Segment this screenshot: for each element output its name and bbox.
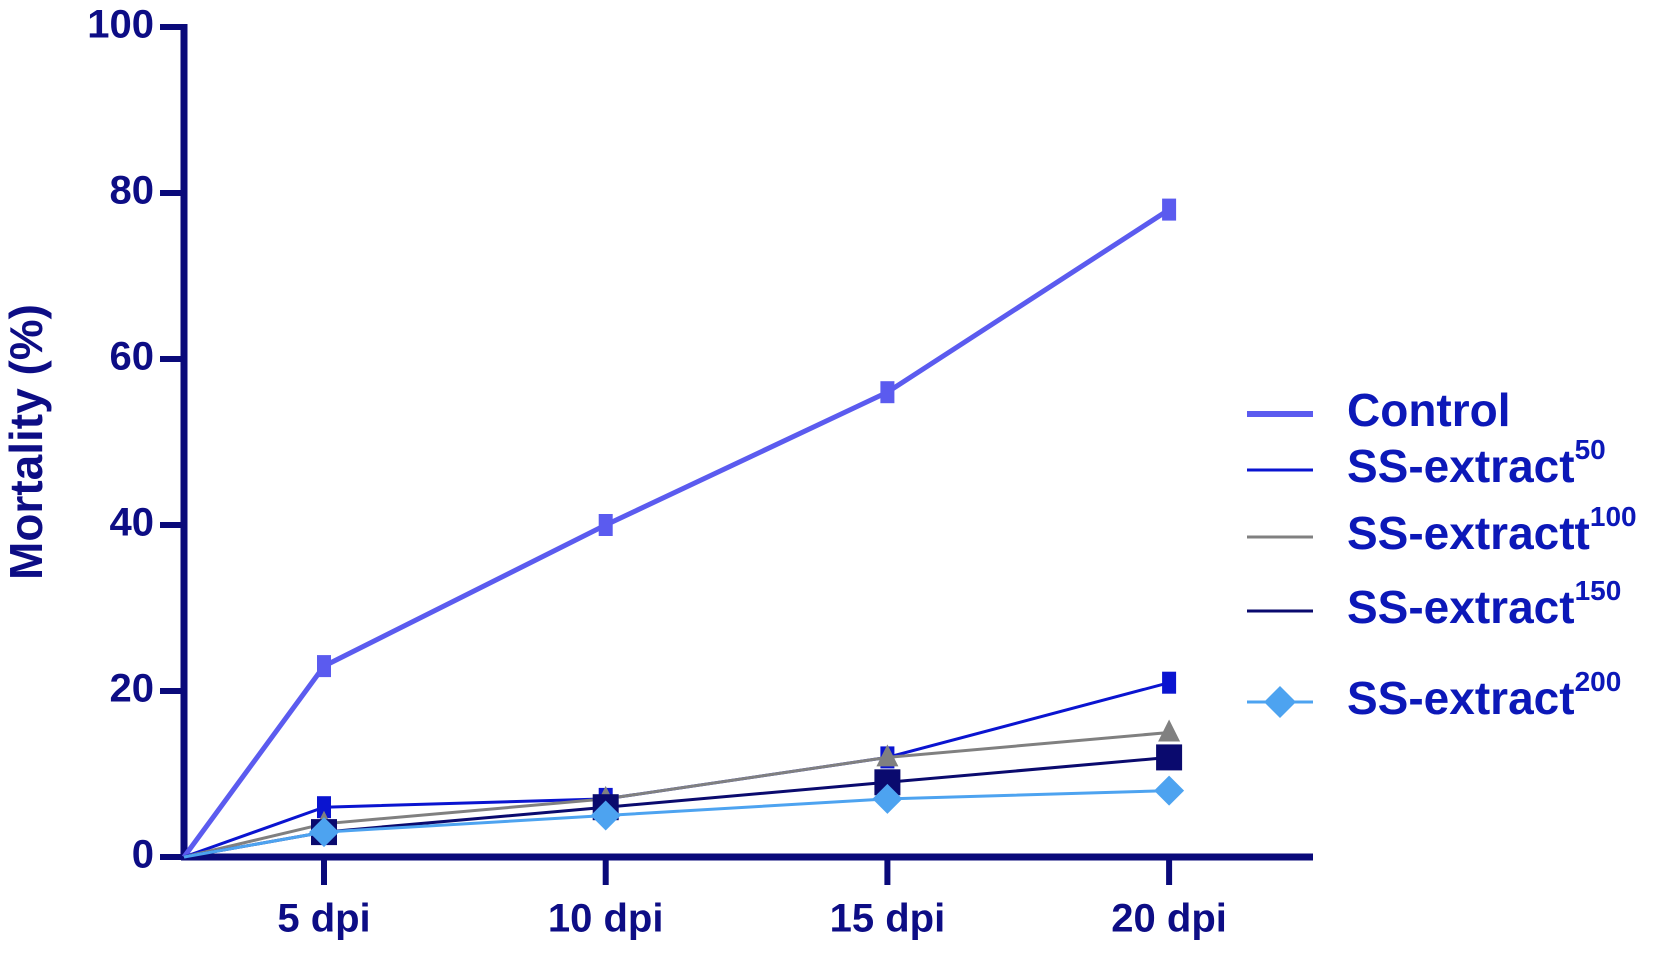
y-tick-label: 20 xyxy=(110,667,155,711)
marker xyxy=(598,514,613,536)
legend-superscript: 50 xyxy=(1575,434,1606,465)
legend-name: SS-extract xyxy=(1347,581,1575,633)
marker xyxy=(1162,198,1177,221)
legend-label: SS-extract50 xyxy=(1347,434,1606,492)
marker xyxy=(317,796,331,819)
marker xyxy=(309,817,339,848)
legend-name: SS-extract xyxy=(1347,440,1575,492)
legend-superscript: 100 xyxy=(1590,501,1637,532)
marker xyxy=(876,744,899,767)
legend-superscript: 200 xyxy=(1575,666,1622,697)
marker xyxy=(1156,744,1183,771)
legend-superscript: 150 xyxy=(1575,575,1622,606)
y-tick-label: 60 xyxy=(110,335,155,379)
marker xyxy=(1162,671,1177,694)
marker xyxy=(1154,775,1185,806)
x-tick-label: 20 dpi xyxy=(1111,897,1227,941)
legend-label: SS-extract200 xyxy=(1347,666,1621,724)
y-tick-label: 40 xyxy=(110,501,155,545)
x-tick-label: 5 dpi xyxy=(277,897,370,941)
marker xyxy=(880,381,895,404)
marker xyxy=(590,800,621,831)
legend-marker xyxy=(1264,686,1296,718)
legend-label: SS-extractt100 xyxy=(1347,501,1637,559)
legend-name: SS-extract xyxy=(1347,672,1575,724)
y-axis-label: Mortality (%) xyxy=(0,304,52,580)
y-tick-label: 100 xyxy=(87,3,154,47)
legend-label: Control xyxy=(1347,384,1511,436)
marker xyxy=(1158,719,1181,742)
line xyxy=(181,207,1171,859)
y-tick-label: 0 xyxy=(132,833,154,877)
y-tick-label: 80 xyxy=(110,169,155,213)
marker xyxy=(317,655,331,678)
x-tick-label: 10 dpi xyxy=(548,897,664,941)
x-tick-label: 15 dpi xyxy=(830,897,946,941)
legend-name: Control xyxy=(1347,384,1511,436)
legend-name: SS-extractt xyxy=(1347,507,1590,559)
legend-label: SS-extract150 xyxy=(1347,575,1621,633)
marker xyxy=(872,783,903,814)
